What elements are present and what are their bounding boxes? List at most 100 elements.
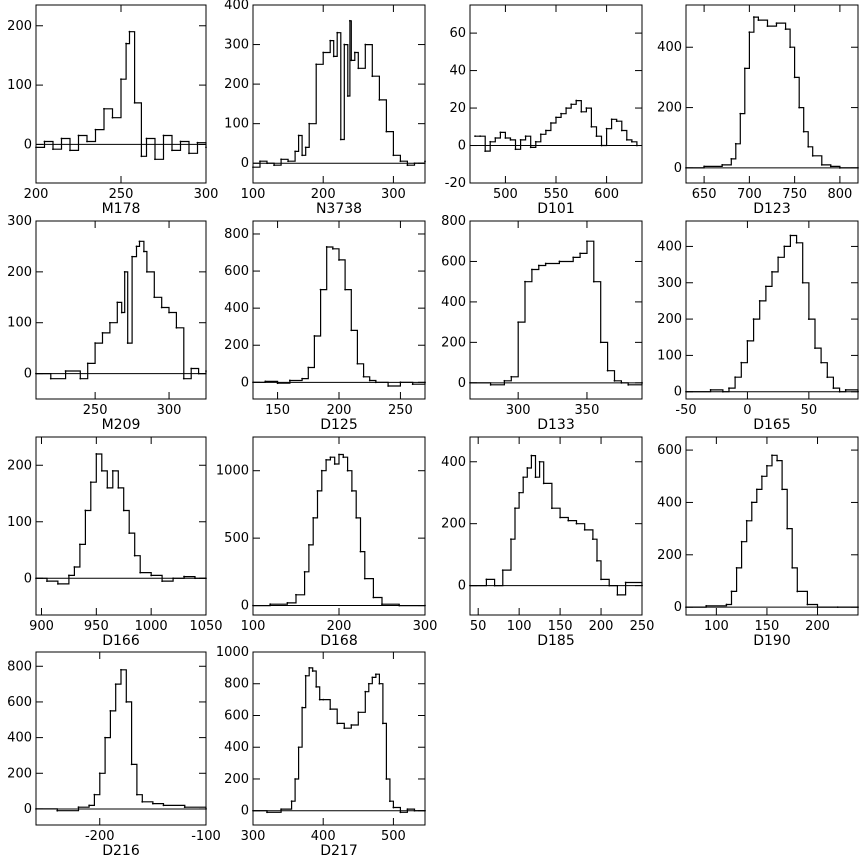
data-point bbox=[307, 366, 310, 369]
data-point bbox=[503, 379, 506, 382]
spectrum-series bbox=[36, 669, 207, 812]
y-tick-label: 200 bbox=[441, 517, 466, 532]
data-point bbox=[610, 118, 613, 121]
data-point bbox=[338, 453, 340, 456]
data-point bbox=[539, 133, 542, 136]
data-point bbox=[551, 507, 553, 510]
data-point bbox=[367, 682, 370, 685]
data-point bbox=[801, 281, 804, 284]
data-point bbox=[748, 31, 751, 34]
data-point bbox=[381, 722, 384, 725]
data-point bbox=[721, 390, 724, 393]
data-point bbox=[269, 603, 272, 606]
data-point bbox=[728, 387, 730, 390]
data-point bbox=[301, 154, 304, 157]
data-point bbox=[592, 280, 595, 283]
data-point bbox=[796, 590, 799, 593]
data-point bbox=[530, 454, 533, 457]
panel-d101: 500 550 600 -20 0 20 40 60 D101 bbox=[445, 4, 643, 217]
data-point bbox=[725, 603, 728, 606]
y-tick-label: 100 bbox=[7, 515, 32, 530]
data-point bbox=[78, 543, 81, 546]
data-point bbox=[771, 270, 773, 273]
y-tick-label: 100 bbox=[224, 117, 249, 132]
data-point bbox=[280, 158, 282, 161]
x-tick-label: -50 bbox=[675, 403, 696, 418]
data-point bbox=[705, 604, 708, 607]
y-tick-label: 200 bbox=[224, 77, 249, 92]
data-point bbox=[333, 463, 336, 465]
spectrum-series bbox=[686, 454, 858, 608]
data-point bbox=[362, 375, 365, 378]
data-point bbox=[145, 270, 148, 273]
y-tick-label: 0 bbox=[458, 139, 466, 154]
data-point bbox=[517, 321, 520, 324]
data-point bbox=[746, 339, 749, 342]
data-point bbox=[304, 146, 307, 149]
data-point bbox=[120, 311, 123, 314]
data-point bbox=[344, 288, 347, 291]
plot-frame bbox=[252, 4, 426, 184]
data-point bbox=[308, 122, 311, 125]
plot-frame bbox=[469, 220, 643, 400]
y-tick-label: 200 bbox=[657, 312, 682, 327]
y-tick-label: 600 bbox=[441, 254, 466, 269]
panel-d190: 100 150 200 0 200 400 600 D190 bbox=[657, 436, 859, 649]
data-point bbox=[789, 46, 792, 49]
data-point bbox=[109, 709, 112, 712]
y-tick-label: 0 bbox=[241, 375, 249, 390]
x-tick-label: 800 bbox=[827, 187, 852, 202]
data-point bbox=[499, 131, 502, 134]
data-point bbox=[286, 601, 289, 604]
data-point bbox=[290, 800, 293, 803]
spectrum-series bbox=[686, 234, 859, 393]
spectrum-series bbox=[36, 240, 207, 380]
y-tick-label: 200 bbox=[441, 335, 466, 350]
data-point bbox=[123, 270, 126, 273]
y-tick-label: 100 bbox=[7, 316, 32, 331]
data-point bbox=[161, 580, 164, 582]
data-point bbox=[789, 234, 792, 237]
data-point bbox=[179, 140, 182, 143]
data-point bbox=[730, 157, 733, 160]
x-tick-label: 600 bbox=[594, 187, 619, 202]
data-point bbox=[297, 134, 300, 137]
data-point bbox=[524, 135, 527, 138]
data-point bbox=[343, 727, 346, 730]
y-tick-label: 0 bbox=[458, 376, 466, 391]
x-tick-label: 250 bbox=[388, 403, 413, 418]
data-point bbox=[783, 245, 786, 248]
data-point bbox=[387, 385, 390, 387]
data-point bbox=[303, 570, 306, 573]
panel-label: D125 bbox=[320, 417, 358, 433]
plot-frame bbox=[35, 220, 207, 400]
data-point bbox=[52, 148, 54, 151]
data-point bbox=[565, 107, 568, 109]
y-tick-label: 60 bbox=[449, 26, 466, 41]
data-point bbox=[550, 122, 552, 124]
data-point bbox=[378, 682, 381, 685]
data-point bbox=[709, 389, 712, 391]
data-point bbox=[798, 106, 801, 109]
spectrum-series bbox=[253, 667, 425, 813]
data-point bbox=[131, 255, 133, 258]
data-point bbox=[125, 42, 127, 45]
x-tick-label: 150 bbox=[548, 619, 573, 634]
data-point bbox=[356, 362, 359, 365]
data-point bbox=[398, 604, 401, 607]
data-point bbox=[64, 370, 67, 372]
data-point bbox=[259, 160, 261, 163]
data-point bbox=[608, 584, 611, 587]
x-tick-label: 100 bbox=[507, 619, 532, 634]
panel-d168: 100 200 300 0 500 1000 D168 bbox=[216, 436, 437, 649]
y-tick-label: 0 bbox=[24, 802, 32, 817]
data-point bbox=[183, 575, 185, 578]
data-point bbox=[145, 137, 148, 140]
data-point bbox=[319, 288, 322, 291]
data-point bbox=[479, 135, 482, 138]
data-point bbox=[280, 808, 282, 811]
x-tick-label: 100 bbox=[241, 619, 266, 634]
data-point bbox=[832, 387, 835, 390]
plot-frame bbox=[469, 436, 643, 616]
data-point bbox=[529, 146, 532, 149]
